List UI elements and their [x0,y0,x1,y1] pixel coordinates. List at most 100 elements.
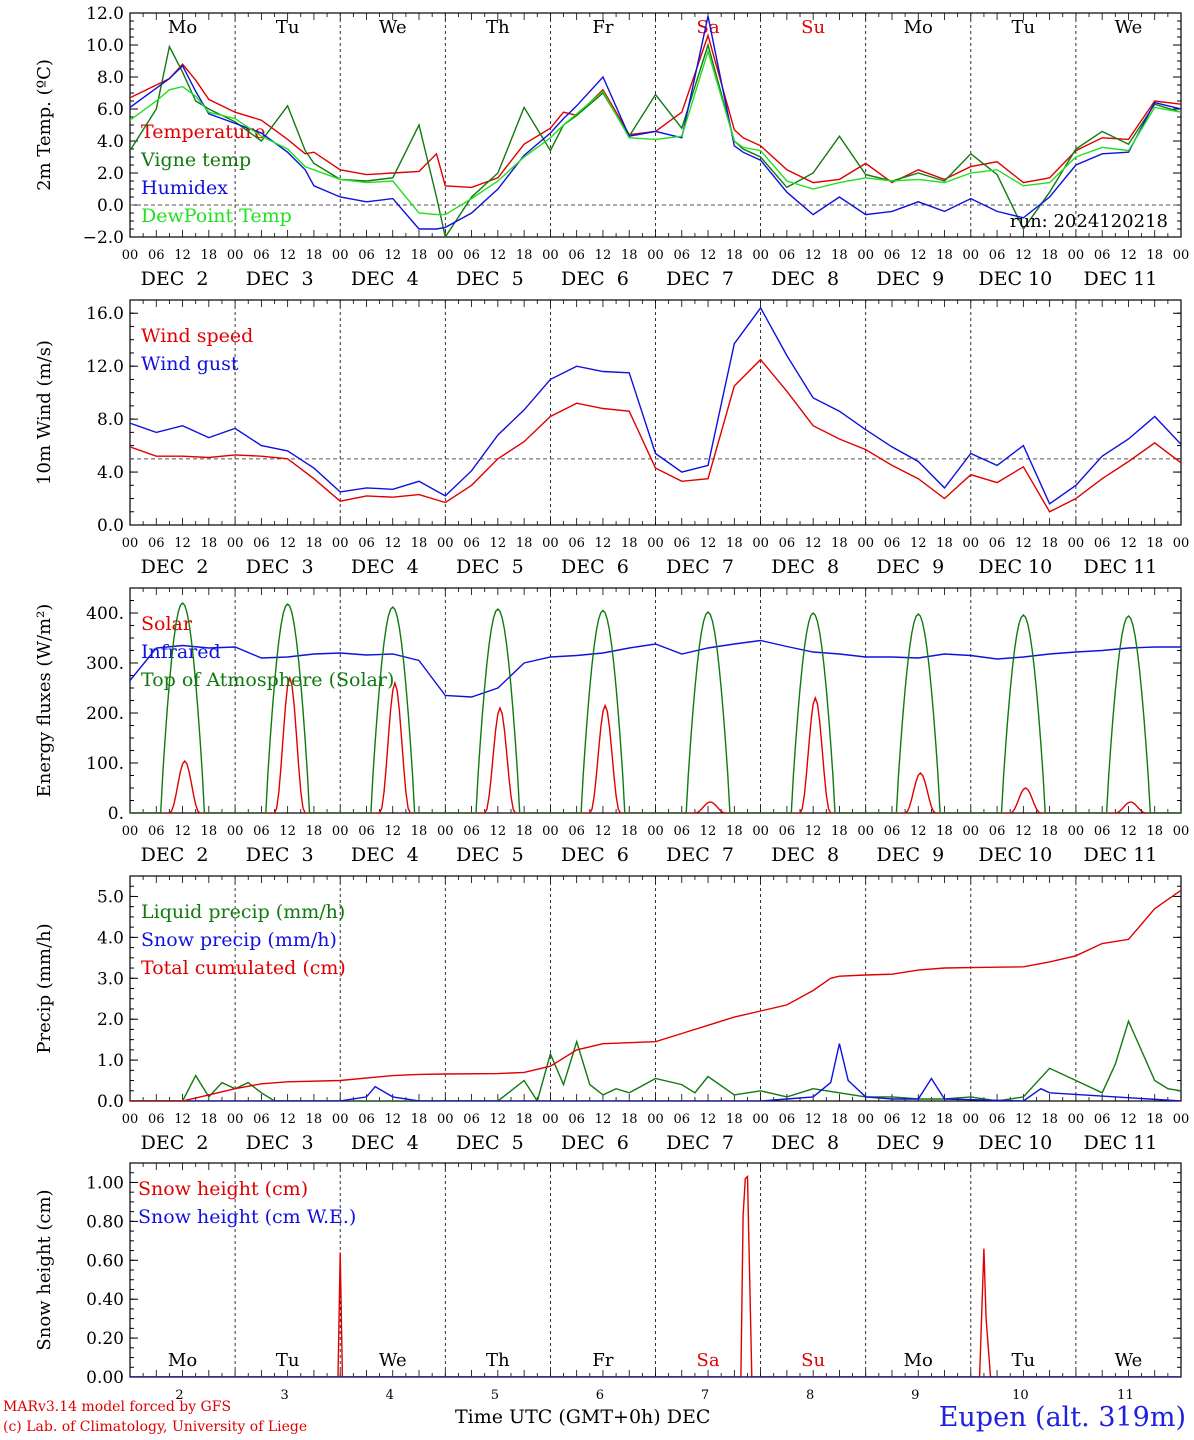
hour-tick-label: 06 [989,536,1006,551]
date-label: DEC 6 [561,556,629,578]
date-label: DEC 6 [561,268,629,290]
hour-tick-label: 06 [253,248,270,263]
date-label: DEC 3 [246,844,314,866]
hour-tick-label: 00 [227,536,244,551]
y-tick-label: 0.0 [97,196,124,216]
station-name: Eupen (alt. 319m) [938,1402,1186,1433]
y-tick-label: 10.0 [86,36,124,56]
legend-entry: Liquid precip (mm/h) [141,901,345,923]
date-label: DEC 7 [666,844,734,866]
hour-tick-label: 18 [621,1112,638,1127]
date-label: DEC 4 [351,268,419,290]
hour-tick-label: 00 [332,1112,349,1127]
hour-tick-label: 18 [831,248,848,263]
hour-tick-label: 18 [1146,536,1163,551]
series-line [130,1019,1181,1101]
y-tick-label: 4.0 [97,463,124,483]
y-tick-label: 4.0 [97,132,124,152]
series-line [130,1043,1181,1101]
hour-tick-label: 18 [936,824,953,839]
hour-tick-label: 00 [1068,824,1085,839]
y-axis-label: Snow height (cm) [34,1189,55,1350]
hour-tick-label: 12 [595,824,612,839]
date-label: DEC 11 [1084,844,1158,866]
hour-tick-label: 12 [279,248,296,263]
hour-tick-label: 00 [227,824,244,839]
y-tick-label: 4.0 [97,928,124,948]
date-label: DEC 8 [771,556,839,578]
hour-tick-label: 00 [752,824,769,839]
y-tick-label: 0. [108,804,124,824]
model-credit: MARv3.14 model forced by GFS [3,1399,232,1415]
date-label: DEC 2 [141,1132,209,1154]
hour-tick-label: 00 [963,536,980,551]
hour-tick-label: 18 [411,1112,428,1127]
hour-tick-label: 12 [1120,1112,1137,1127]
y-tick-label: 6.0 [97,100,124,120]
y-axis-label: 10m Wind (m/s) [34,340,55,485]
hour-tick-label: 18 [1041,824,1058,839]
hour-tick-label: 00 [122,248,139,263]
hour-tick-label: 00 [963,248,980,263]
hour-tick-label: 12 [174,536,191,551]
hour-tick-label: 06 [779,1112,796,1127]
y-tick-label: 300. [86,654,124,674]
x-axis-label: Time UTC (GMT+0h) DEC [455,1406,711,1428]
hour-tick-label: 00 [963,1112,980,1127]
hour-tick-label: 06 [884,248,901,263]
weekday-label: Tu [276,1350,300,1371]
hour-tick-label: 06 [463,248,480,263]
hour-tick-label: 00 [857,248,874,263]
hour-tick-label: 06 [148,824,165,839]
day-number-label: 8 [806,1388,814,1403]
hour-tick-label: 00 [752,248,769,263]
hour-tick-label: 12 [700,536,717,551]
y-tick-label: 0.40 [86,1290,124,1310]
legend-entry: Top of Atmosphere (Solar) [141,669,394,691]
day-number-label: 5 [491,1388,499,1403]
y-tick-label: 2.0 [97,164,124,184]
date-label: DEC 10 [978,268,1052,290]
day-number-label: 3 [281,1388,289,1403]
y-tick-label: 0.80 [86,1212,124,1232]
series-line [130,48,1181,216]
hour-tick-label: 00 [647,536,664,551]
hour-tick-label: 00 [752,1112,769,1127]
hour-tick-label: 12 [279,536,296,551]
date-label: DEC 4 [351,556,419,578]
date-label: DEC 10 [978,1132,1052,1154]
date-label: DEC 5 [456,1132,524,1154]
hour-tick-label: 06 [674,536,691,551]
hour-tick-label: 00 [227,248,244,263]
day-number-label: 7 [701,1388,709,1403]
hour-tick-label: 18 [1146,824,1163,839]
weekday-label: Th [486,17,510,38]
date-label: DEC 9 [876,556,944,578]
legend-entry: Temperature [141,121,265,143]
y-axis-label: Precip (mm/h) [34,923,55,1053]
hour-tick-label: 00 [437,1112,454,1127]
hour-tick-label: 12 [490,1112,507,1127]
hour-tick-label: 18 [516,824,533,839]
y-tick-label: 0.0 [97,516,124,536]
hour-tick-label: 06 [568,1112,585,1127]
y-tick-label: 16.0 [86,304,124,324]
hour-tick-label: 00 [647,248,664,263]
y-axis-label: 2m Temp. (ºC) [34,59,55,191]
hour-tick-label: 12 [1015,824,1032,839]
hour-tick-label: 00 [122,1112,139,1127]
hour-tick-label: 00 [1173,248,1190,263]
y-tick-label: 12.0 [86,4,124,24]
hour-tick-label: 12 [595,536,612,551]
hour-tick-label: 18 [516,248,533,263]
legend-entry: Snow height (cm) [138,1178,308,1200]
hour-tick-label: 12 [1015,248,1032,263]
weekday-label: We [1115,1350,1143,1371]
legend-entry: Snow height (cm W.E.) [138,1206,356,1228]
hour-tick-label: 18 [1041,1112,1058,1127]
hour-tick-label: 06 [1094,248,1111,263]
date-label: DEC 9 [876,844,944,866]
hour-tick-label: 00 [437,536,454,551]
hour-tick-label: 12 [174,824,191,839]
